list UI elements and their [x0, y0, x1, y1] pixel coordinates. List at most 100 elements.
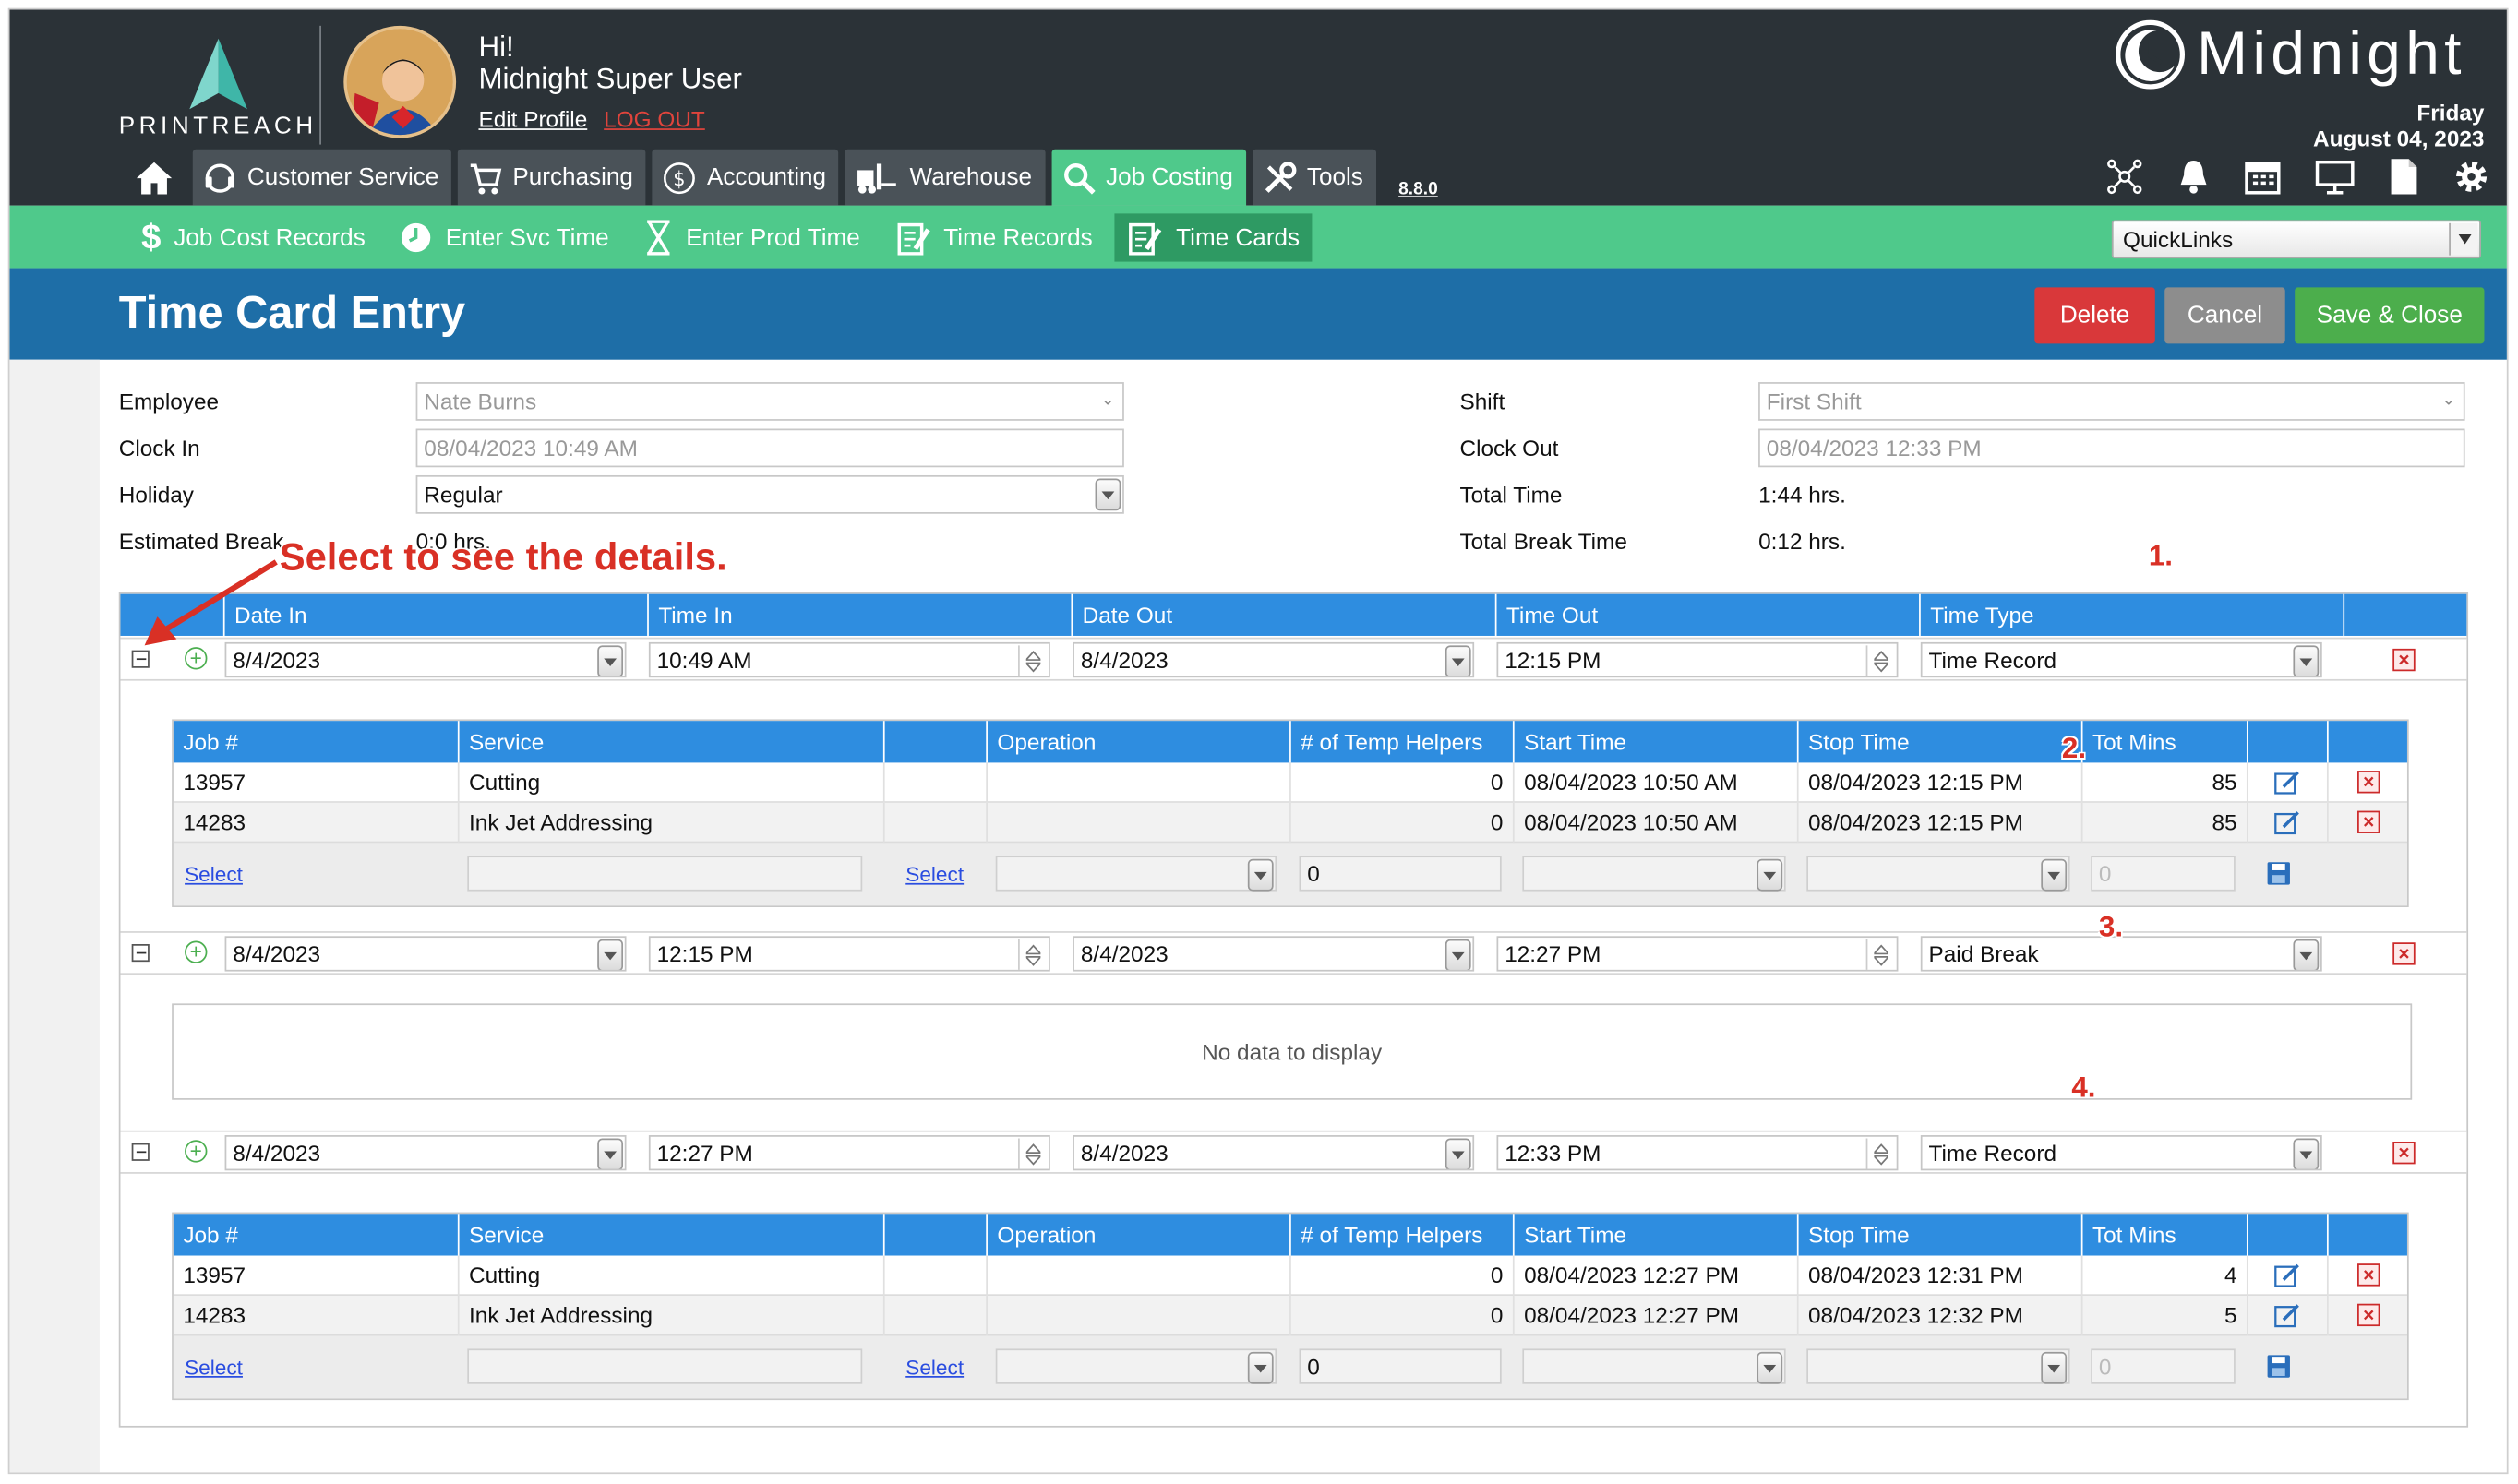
home-button[interactable] — [122, 151, 186, 206]
col-actions — [2343, 593, 2466, 636]
save-icon[interactable] — [2266, 1354, 2292, 1380]
nav-tab-job-costing[interactable]: Job Costing — [1050, 149, 1246, 206]
cart-icon — [471, 162, 502, 194]
nav-tab-tools[interactable]: Tools — [1252, 149, 1376, 206]
subnav-job-cost-records[interactable]: $ Job Cost Records — [128, 213, 378, 261]
delete-button[interactable]: Delete — [2034, 287, 2155, 344]
subnav-enter-prod-time[interactable]: Enter Prod Time — [631, 213, 873, 261]
date-out-field[interactable]: 8/4/2023 — [1073, 641, 1475, 678]
save-icon[interactable] — [2266, 861, 2292, 887]
annotation-3: 3. — [2098, 910, 2124, 943]
document-icon[interactable] — [2388, 158, 2420, 197]
bell-icon[interactable] — [2176, 158, 2211, 197]
service-input[interactable] — [467, 1348, 863, 1384]
version-link[interactable]: 8.8.0 — [1398, 179, 1438, 199]
select-operation-link[interactable]: Select — [905, 862, 965, 887]
mins-input[interactable]: 0 — [2091, 1348, 2236, 1384]
midnight-brand: Midnight — [2114, 16, 2466, 93]
delete-row-icon[interactable]: × — [2392, 1141, 2416, 1165]
service-input[interactable] — [467, 856, 863, 892]
delete-row-icon[interactable]: × — [2392, 648, 2416, 672]
chevron-down-icon — [1757, 858, 1783, 892]
quicklinks-select[interactable]: QuickLinks — [2111, 220, 2481, 259]
edit-icon[interactable] — [2274, 809, 2302, 837]
mins-input[interactable]: 0 — [2091, 856, 2236, 892]
subnav-time-cards[interactable]: Time Cards — [1115, 213, 1313, 262]
add-icon[interactable]: + — [185, 941, 208, 963]
select-job-link[interactable]: Select — [185, 862, 243, 887]
collapse-icon[interactable] — [131, 1143, 150, 1161]
shift-select[interactable]: First Shift ⌄ — [1758, 382, 2465, 421]
time-out-field[interactable]: 12:15 PM — [1496, 641, 1899, 678]
calendar-icon[interactable] — [2244, 158, 2283, 197]
start-time-select[interactable] — [1522, 856, 1786, 892]
collapse-icon[interactable] — [131, 944, 150, 963]
monitor-icon[interactable] — [2314, 158, 2356, 197]
time-type-select[interactable]: Time Record — [1920, 641, 2322, 678]
edit-icon[interactable] — [2274, 769, 2302, 796]
headset-icon — [205, 162, 235, 192]
holiday-select[interactable]: Regular — [415, 474, 1124, 514]
clock-in-field[interactable]: 08/04/2023 10:49 AM — [415, 428, 1124, 468]
delete-job-icon[interactable]: × — [2357, 771, 2380, 794]
operation-select[interactable] — [995, 1348, 1277, 1384]
nav-tab-purchasing[interactable]: Purchasing — [458, 149, 646, 206]
save-close-button[interactable]: Save & Close — [2295, 287, 2485, 344]
helpers-input[interactable]: 0 — [1299, 1348, 1502, 1384]
logout-link[interactable]: LOG OUT — [604, 105, 705, 132]
edit-cell — [2246, 1296, 2327, 1336]
subnav-label: Time Cards — [1176, 223, 1301, 252]
delete-row-icon[interactable]: × — [2392, 942, 2416, 965]
time-out-field[interactable]: 12:27 PM — [1496, 936, 1899, 972]
date-in-field[interactable]: 8/4/2023 — [224, 936, 627, 972]
network-icon[interactable] — [2105, 158, 2144, 197]
time-in-field[interactable]: 12:27 PM — [648, 1135, 1050, 1171]
time-type-value: Time Record — [1928, 647, 2057, 673]
time-type-select[interactable]: Time Record — [1920, 1135, 2322, 1171]
nav-tab-label: Purchasing — [512, 163, 633, 192]
date-in-field[interactable]: 8/4/2023 — [224, 1135, 627, 1171]
operation-select[interactable] — [995, 856, 1277, 892]
time-in-field[interactable]: 12:15 PM — [648, 936, 1050, 972]
start-time-select[interactable] — [1522, 1348, 1786, 1384]
gear-icon[interactable] — [2452, 158, 2491, 197]
avatar[interactable] — [343, 25, 457, 138]
delete-job-icon[interactable]: × — [2357, 1263, 2380, 1287]
add-icon[interactable]: + — [185, 1140, 208, 1163]
delete-job-icon[interactable]: × — [2357, 810, 2380, 833]
stop-time-select[interactable] — [1806, 1348, 2070, 1384]
stop-time-select[interactable] — [1806, 856, 2070, 892]
subnav-enter-svc-time[interactable]: Enter Svc Time — [388, 213, 621, 261]
add-icon[interactable]: + — [185, 647, 208, 670]
date-in-field[interactable]: 8/4/2023 — [224, 641, 627, 678]
job-number: 13957 — [183, 1262, 246, 1288]
collapse-icon[interactable] — [131, 650, 150, 668]
nav-tab-warehouse[interactable]: Warehouse — [845, 149, 1045, 206]
employee-select[interactable]: Nate Burns ⌄ — [415, 382, 1124, 421]
col-blank — [882, 1214, 986, 1256]
date-out-field[interactable]: 8/4/2023 — [1073, 1135, 1475, 1171]
edit-profile-link[interactable]: Edit Profile — [478, 105, 588, 132]
date-out-field[interactable]: 8/4/2023 — [1073, 936, 1475, 972]
select-job-link[interactable]: Select — [185, 1355, 243, 1380]
time-type-select[interactable]: Paid Break — [1920, 936, 2322, 972]
edit-icon[interactable] — [2274, 1262, 2302, 1289]
edit-icon[interactable] — [2274, 1302, 2302, 1330]
select-operation-link[interactable]: Select — [905, 1355, 965, 1380]
forklift-icon — [857, 162, 897, 193]
chevron-down-icon — [1095, 478, 1121, 511]
nav-tab-label: Customer Service — [246, 163, 439, 192]
spinner-icon — [1865, 1138, 1895, 1169]
helpers-input[interactable]: 0 — [1299, 856, 1502, 892]
time-in-field[interactable]: 10:49 AM — [648, 641, 1050, 678]
nav-tab-accounting[interactable]: $ Accounting — [652, 149, 839, 206]
date-out-value: 8/4/2023 — [1080, 647, 1169, 673]
nav-tab-customer-service[interactable]: Customer Service — [192, 149, 452, 206]
cancel-button[interactable]: Cancel — [2164, 287, 2285, 344]
subnav-time-records[interactable]: Time Records — [882, 213, 1106, 261]
time-out-field[interactable]: 12:33 PM — [1496, 1135, 1899, 1171]
top-right-icons — [2105, 158, 2491, 197]
page-header: Time Card Entry Delete Cancel Save & Clo… — [9, 268, 2507, 360]
clock-out-field[interactable]: 08/04/2023 12:33 PM — [1758, 428, 2465, 468]
delete-job-icon[interactable]: × — [2357, 1303, 2380, 1327]
